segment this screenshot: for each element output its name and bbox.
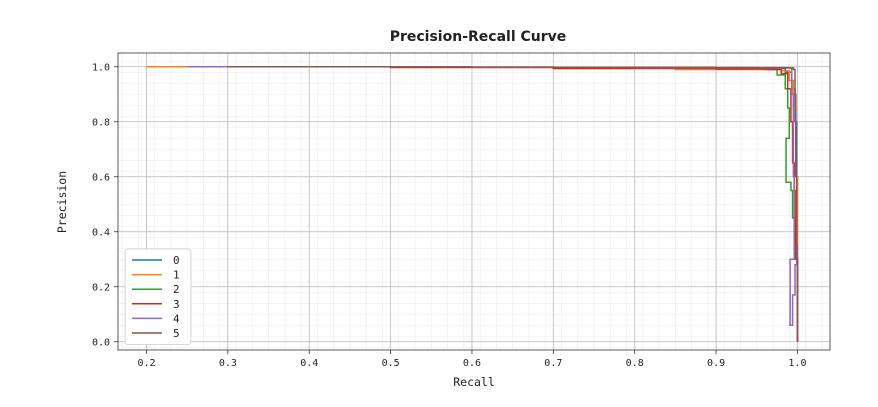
legend-label-3: 3 [173,298,180,311]
series-line-5 [227,66,799,342]
legend-label-4: 4 [173,312,180,325]
y-tick-label: 0.2 [92,282,110,293]
x-tick-label: 0.6 [463,358,481,369]
x-tick-label: 0.9 [707,358,725,369]
chart-title: Precision-Recall Curve [390,29,567,45]
legend: 0 12 34 5 [124,248,192,345]
x-tick-label: 0.4 [300,358,318,369]
x-tick-label: 0.7 [544,358,562,369]
legend-label-0: 0 [173,254,180,267]
y-tick-label: 0.8 [92,117,110,128]
x-tick-label: 0.3 [219,358,237,369]
x-tick-label: 0.8 [626,358,644,369]
plot-frame [117,52,831,351]
x-axis-label: Recall [453,375,495,389]
y-axis-label: Precision [55,171,69,233]
x-tick-label: 0.2 [137,358,155,369]
legend-label-2: 2 [173,283,180,296]
series-layer [146,66,799,342]
y-tick-label: 0.6 [92,172,110,183]
axis-ticks: 0.2 0.3 0.4 0.5 0.6 0.7 0.8 0.9 1.0 0.0 0.2 0.4 0.6 0… [92,62,807,369]
legend-label-5: 5 [173,327,180,340]
legend-box [124,248,192,345]
x-tick-label: 1.0 [788,358,806,369]
series-line-3 [227,66,799,342]
x-tick-label: 0.5 [382,358,400,369]
y-tick-label: 0.4 [92,227,110,238]
y-tick-label: 0.0 [92,337,110,348]
minor-grid [118,53,830,350]
major-grid [118,53,830,350]
y-tick-label: 1.0 [92,62,110,73]
legend-label-1: 1 [173,269,180,282]
